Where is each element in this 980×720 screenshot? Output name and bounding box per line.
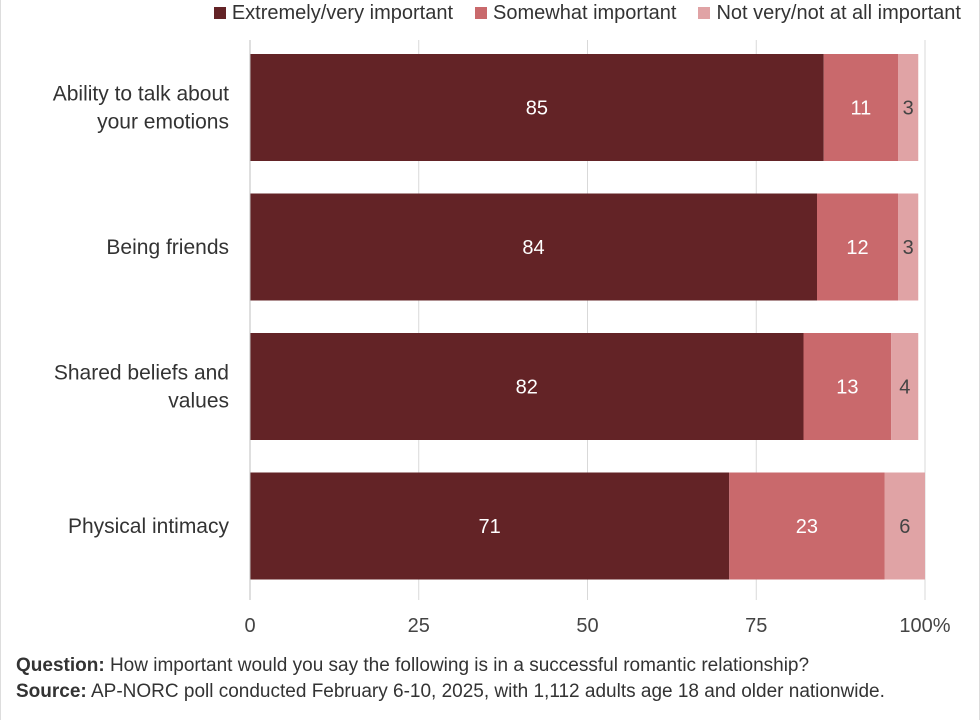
legend-label-series-2: Not very/not at all important: [716, 1, 961, 24]
x-tick-label: 75: [745, 615, 767, 637]
source-note: Source: AP-NORC poll conducted February …: [16, 679, 966, 705]
data-label: 6: [899, 516, 910, 538]
x-tick-label: 0: [244, 615, 255, 637]
bar-segment: [250, 193, 817, 301]
bar-segment: [891, 333, 919, 440]
data-label: 13: [836, 377, 858, 399]
category-label: Physical intimacy: [68, 515, 230, 538]
data-label: 82: [516, 377, 538, 399]
legend-swatch-series-1: [475, 7, 488, 19]
source-text: AP-NORC poll conducted February 6-10, 20…: [90, 681, 885, 702]
legend-swatch-series-2: [698, 7, 711, 19]
data-label: 71: [479, 516, 501, 538]
data-label: 3: [903, 237, 914, 259]
bar-segment: [729, 472, 885, 580]
category-label: Shared beliefs and: [54, 362, 229, 385]
legend-item-series-0: Extremely/very important: [213, 1, 454, 25]
category-label: Ability to talk about: [53, 83, 229, 106]
question-note: Question: How important would you say th…: [16, 653, 966, 679]
question-text: How important would you say the followin…: [109, 655, 810, 676]
data-label: 3: [903, 98, 914, 120]
data-label: 11: [850, 98, 871, 120]
footnote: Question: How important would you say th…: [16, 653, 966, 705]
legend: Extremely/very important Somewhat import…: [81, 0, 961, 26]
source-label: Source:: [16, 681, 87, 702]
x-tick-label: 100%: [899, 615, 950, 637]
legend-label-series-0: Extremely/very important: [231, 1, 454, 24]
category-label: Being friends: [106, 236, 229, 259]
question-label: Question:: [16, 655, 105, 676]
category-label: your emotions: [97, 111, 229, 134]
x-tick-label: 25: [408, 615, 430, 637]
bar-segment: [898, 54, 919, 161]
bar-segment: [898, 193, 919, 301]
bar-segment: [884, 472, 925, 580]
bar-segment: [250, 472, 730, 580]
bar-segment: [803, 333, 892, 440]
data-label: 12: [846, 237, 868, 259]
legend-label-series-1: Somewhat important: [493, 1, 677, 24]
bar-segment: [250, 54, 824, 161]
legend-item-series-2: Not very/not at all important: [698, 2, 961, 25]
data-label: 84: [522, 237, 544, 259]
data-label: 4: [899, 377, 910, 399]
bar-segment: [823, 54, 898, 161]
data-label: 23: [796, 516, 818, 538]
bar-chart: 0 25 50 75 100% Ability to talk about your emo…: [53, 40, 951, 637]
bar-segment: [817, 193, 898, 301]
bar-segment: [250, 333, 804, 440]
data-label: 85: [526, 98, 548, 120]
x-tick-label: 50: [576, 615, 598, 637]
category-label: values: [168, 390, 229, 413]
legend-swatch-series-0: [213, 7, 226, 19]
legend-item-series-1: Somewhat important: [475, 2, 676, 25]
